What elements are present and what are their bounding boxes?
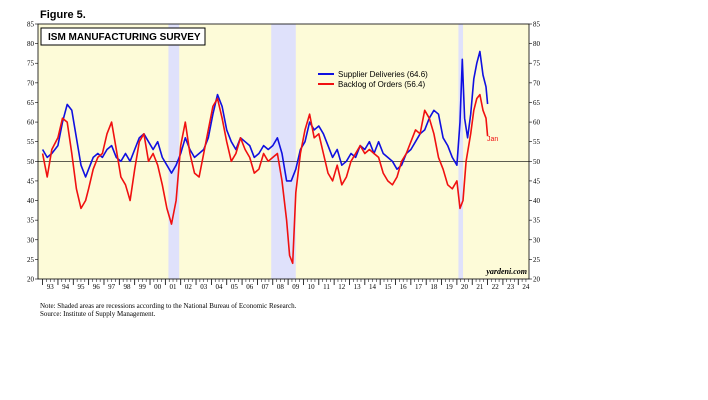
y-tick-label-left-70: 70 (27, 79, 35, 87)
y-tick-label-left-75: 75 (27, 60, 35, 68)
y-tick-label-right-25: 25 (533, 256, 541, 264)
x-tick-label-24: 24 (522, 283, 530, 291)
x-tick-label-09: 09 (292, 283, 300, 291)
x-tick-label-17: 17 (415, 283, 423, 291)
y-tick-label-left-50: 50 (27, 158, 35, 166)
x-tick-label-06: 06 (246, 283, 254, 291)
x-tick-label-95: 95 (77, 283, 85, 291)
y-tick-label-left-45: 45 (27, 177, 35, 185)
series-line-supplier-deliveries (41, 50, 489, 182)
series-line-backlog-of-orders (41, 93, 489, 265)
y-tick-label-right-50: 50 (533, 158, 541, 166)
x-tick-label-94: 94 (62, 283, 70, 291)
y-tick-label-left-20: 20 (27, 276, 35, 284)
y-tick-label-right-85: 85 (533, 21, 541, 29)
chart-title: ISM MANUFACTURING SURVEY (48, 32, 201, 43)
y-tick-label-right-35: 35 (533, 217, 541, 225)
recession-band-0 (168, 24, 180, 279)
x-tick-label-11: 11 (323, 283, 330, 291)
note-recessions: Note: Shaded areas are recessions accord… (40, 302, 297, 310)
y-tick-label-left-30: 30 (27, 236, 35, 244)
x-tick-label-03: 03 (200, 283, 208, 291)
x-tick-label-07: 07 (262, 283, 270, 291)
x-tick-label-19: 19 (446, 283, 454, 291)
y-tick-label-right-40: 40 (533, 197, 541, 205)
recession-band-2 (458, 24, 464, 279)
chart-title-box: ISM MANUFACTURING SURVEY (40, 27, 206, 46)
x-tick-label-21: 21 (476, 283, 484, 291)
y-tick-label-left-60: 60 (27, 119, 35, 127)
x-tick-label-97: 97 (108, 283, 116, 291)
x-tick-label-02: 02 (185, 283, 193, 291)
x-tick-label-15: 15 (384, 283, 392, 291)
x-tick-label-12: 12 (338, 283, 346, 291)
y-tick-label-right-45: 45 (533, 177, 541, 185)
x-tick-label-98: 98 (123, 283, 131, 291)
x-tick-label-22: 22 (492, 283, 500, 291)
x-tick-label-05: 05 (231, 283, 239, 291)
x-tick-label-04: 04 (216, 283, 224, 291)
figure-label: Figure 5. (40, 9, 86, 21)
y-tick-label-left-65: 65 (27, 99, 35, 107)
x-tick-label-20: 20 (461, 283, 469, 291)
x-tick-label-14: 14 (369, 283, 377, 291)
y-tick-label-left-80: 80 (27, 40, 35, 48)
note-source: Source: Institute of Supply Management. (40, 310, 156, 318)
y-tick-label-right-55: 55 (533, 138, 541, 146)
legend-label-supplier: Supplier Deliveries (64.6) (338, 70, 428, 79)
y-tick-label-right-30: 30 (533, 236, 541, 244)
legend: Supplier Deliveries (64.6) Backlog of Or… (318, 70, 428, 89)
legend-label-backlog: Backlog of Orders (56.4) (338, 80, 425, 89)
y-tick-label-right-60: 60 (533, 119, 541, 127)
y-tick-label-right-75: 75 (533, 60, 541, 68)
x-tick-label-99: 99 (139, 283, 147, 291)
x-tick-label-01: 01 (170, 283, 178, 291)
y-tick-label-left-35: 35 (27, 217, 35, 225)
x-tick-label-96: 96 (93, 283, 101, 291)
y-tick-label-right-70: 70 (533, 79, 541, 87)
x-tick-label-93: 93 (47, 283, 55, 291)
y-tick-label-left-55: 55 (27, 138, 35, 146)
x-tick-label-23: 23 (507, 283, 515, 291)
y-tick-label-left-25: 25 (27, 256, 35, 264)
x-tick-label-10: 10 (308, 283, 316, 291)
y-tick-label-right-80: 80 (533, 40, 541, 48)
x-tick-label-18: 18 (430, 283, 438, 291)
recession-band-1 (271, 24, 296, 279)
y-tick-label-left-40: 40 (27, 197, 35, 205)
plot-frame (37, 23, 530, 280)
y-tick-label-right-20: 20 (533, 276, 541, 284)
x-tick-label-00: 00 (154, 283, 162, 291)
x-tick-label-08: 08 (277, 283, 285, 291)
x-tick-label-16: 16 (400, 283, 408, 291)
watermark: yardeni.com (485, 267, 527, 276)
y-tick-label-right-65: 65 (533, 99, 541, 107)
y-tick-label-left-85: 85 (27, 21, 35, 29)
x-tick-label-13: 13 (354, 283, 362, 291)
end-label-jan: Jan (487, 136, 498, 143)
